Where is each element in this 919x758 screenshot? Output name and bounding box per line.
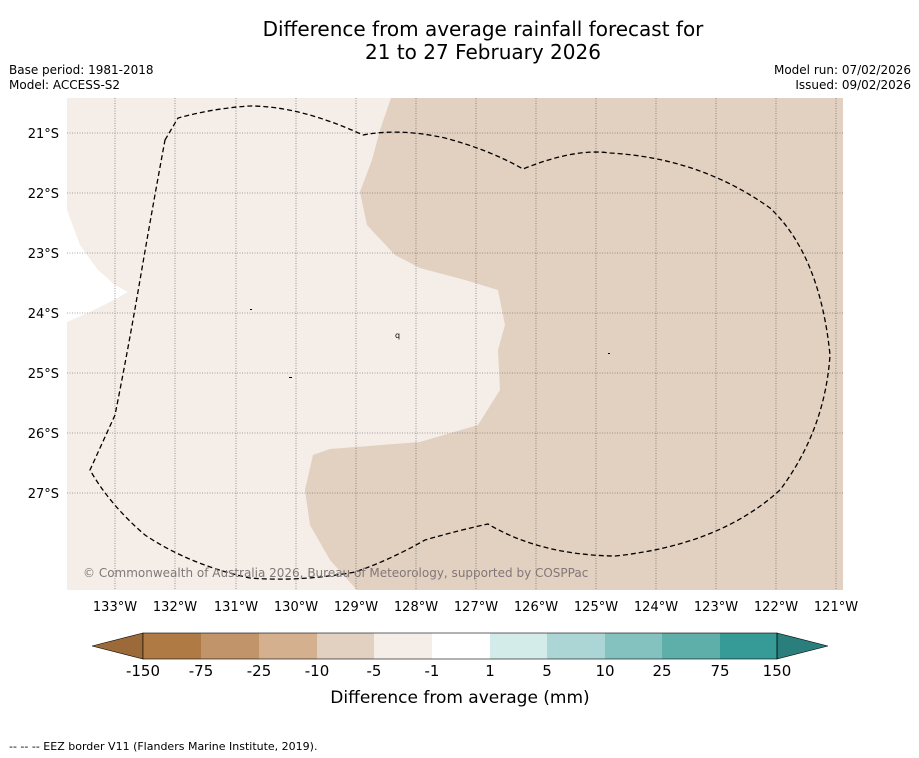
small-mark: q bbox=[395, 331, 400, 340]
eez-legend-note: -- -- -- EEZ border V11 (Flanders Marine… bbox=[9, 740, 318, 753]
colorbar-segment-10 bbox=[662, 633, 720, 659]
colorbar: -150 -75 -25 -10 -5 -1 1 5 10 25 75 150 … bbox=[91, 632, 829, 708]
colorbar-segment-8 bbox=[547, 633, 605, 659]
colorbar-tick-10: 25 bbox=[652, 662, 671, 680]
lat-label-26: 26°S bbox=[28, 427, 59, 442]
lat-axis: 21°S 22°S 23°S 24°S 25°S 26°S 27°S bbox=[28, 127, 59, 502]
lon-label-128: 128°W bbox=[394, 600, 438, 615]
model-run: Model run: 07/02/2026 bbox=[773, 63, 911, 77]
map-title: Difference from average rainfall forecas… bbox=[0, 18, 919, 64]
map-area: q © Commonwealth of Australia 2026, Bure… bbox=[67, 98, 843, 590]
lon-label-121: 121°W bbox=[814, 600, 858, 615]
lon-label-132: 132°W bbox=[153, 600, 197, 615]
colorbar-tick-5: -5 bbox=[367, 662, 382, 680]
colorbar-tick-9: 10 bbox=[595, 662, 614, 680]
lon-label-126: 126°W bbox=[514, 600, 558, 615]
title-line-1: Difference from average rainfall forecas… bbox=[262, 17, 704, 41]
lon-label-125: 125°W bbox=[574, 600, 618, 615]
colorbar-segment-11 bbox=[720, 633, 777, 659]
speck-3 bbox=[608, 353, 610, 354]
colorbar-tick-1: -150 bbox=[126, 662, 160, 680]
lon-label-129: 129°W bbox=[334, 600, 378, 615]
title-line-2: 21 to 27 February 2026 bbox=[365, 40, 601, 64]
colorbar-tick-2: -75 bbox=[189, 662, 214, 680]
colorbar-segment-9 bbox=[605, 633, 662, 659]
colorbar-segment-6 bbox=[432, 633, 490, 659]
colorbar-segment-3 bbox=[259, 633, 317, 659]
copyright-notice: © Commonwealth of Australia 2026, Bureau… bbox=[83, 566, 588, 580]
colorbar-tick-4: -10 bbox=[305, 662, 330, 680]
below-average-region bbox=[305, 98, 843, 590]
colorbar-tick-3: -25 bbox=[247, 662, 272, 680]
lat-label-25: 25°S bbox=[28, 367, 59, 382]
colorbar-segment-7 bbox=[490, 633, 547, 659]
colorbar-tick-7: 1 bbox=[485, 662, 495, 680]
lat-gridlines bbox=[67, 132, 843, 494]
colorbar-segment-4 bbox=[317, 633, 374, 659]
colorbar-outline bbox=[142, 632, 778, 660]
speck-2 bbox=[289, 377, 292, 378]
colorbar-upper-extension bbox=[776, 632, 829, 660]
lat-label-24: 24°S bbox=[28, 307, 59, 322]
lat-label-21: 21°S bbox=[28, 127, 59, 142]
lat-label-27: 27°S bbox=[28, 487, 59, 502]
lon-label-122: 122°W bbox=[754, 600, 798, 615]
colorbar-tick-8: 5 bbox=[542, 662, 552, 680]
colorbar-lower-extension bbox=[91, 632, 144, 660]
lon-label-123: 123°W bbox=[694, 600, 738, 615]
colorbar-ticks: -150 -75 -25 -10 -5 -1 1 5 10 25 75 150 bbox=[126, 662, 791, 680]
colorbar-tick-12: 150 bbox=[763, 662, 792, 680]
lon-label-131: 131°W bbox=[214, 600, 258, 615]
white-region bbox=[67, 210, 128, 322]
lon-label-130: 130°W bbox=[274, 600, 318, 615]
lon-label-133: 133°W bbox=[93, 600, 137, 615]
issued-date: Issued: 09/02/2026 bbox=[795, 78, 911, 92]
colorbar-segment-2 bbox=[201, 633, 259, 659]
eez-border bbox=[89, 105, 831, 580]
base-period: Base period: 1981-2018 bbox=[9, 63, 154, 77]
lon-label-124: 124°W bbox=[634, 600, 678, 615]
map-figure: q © Commonwealth of Australia 2026, Bure… bbox=[28, 98, 858, 708]
colorbar-segment-5 bbox=[374, 633, 432, 659]
colorbar-tick-11: 75 bbox=[710, 662, 729, 680]
colorbar-label: Difference from average (mm) bbox=[330, 688, 589, 708]
lon-axis: 133°W 132°W 131°W 130°W 129°W 128°W 127°… bbox=[93, 600, 858, 615]
run-info: Model run: 07/02/2026 Issued: 09/02/2026 bbox=[774, 63, 911, 93]
speck-1 bbox=[250, 309, 252, 310]
base-info: Base period: 1981-2018 Model: ACCESS-S2 bbox=[9, 63, 154, 93]
model-name: Model: ACCESS-S2 bbox=[9, 78, 121, 92]
lat-label-22: 22°S bbox=[28, 187, 59, 202]
colorbar-segment-1 bbox=[143, 633, 201, 659]
lon-gridlines bbox=[114, 98, 837, 590]
lat-label-23: 23°S bbox=[28, 247, 59, 262]
colorbar-tick-6: -1 bbox=[425, 662, 440, 680]
lon-label-127: 127°W bbox=[454, 600, 498, 615]
